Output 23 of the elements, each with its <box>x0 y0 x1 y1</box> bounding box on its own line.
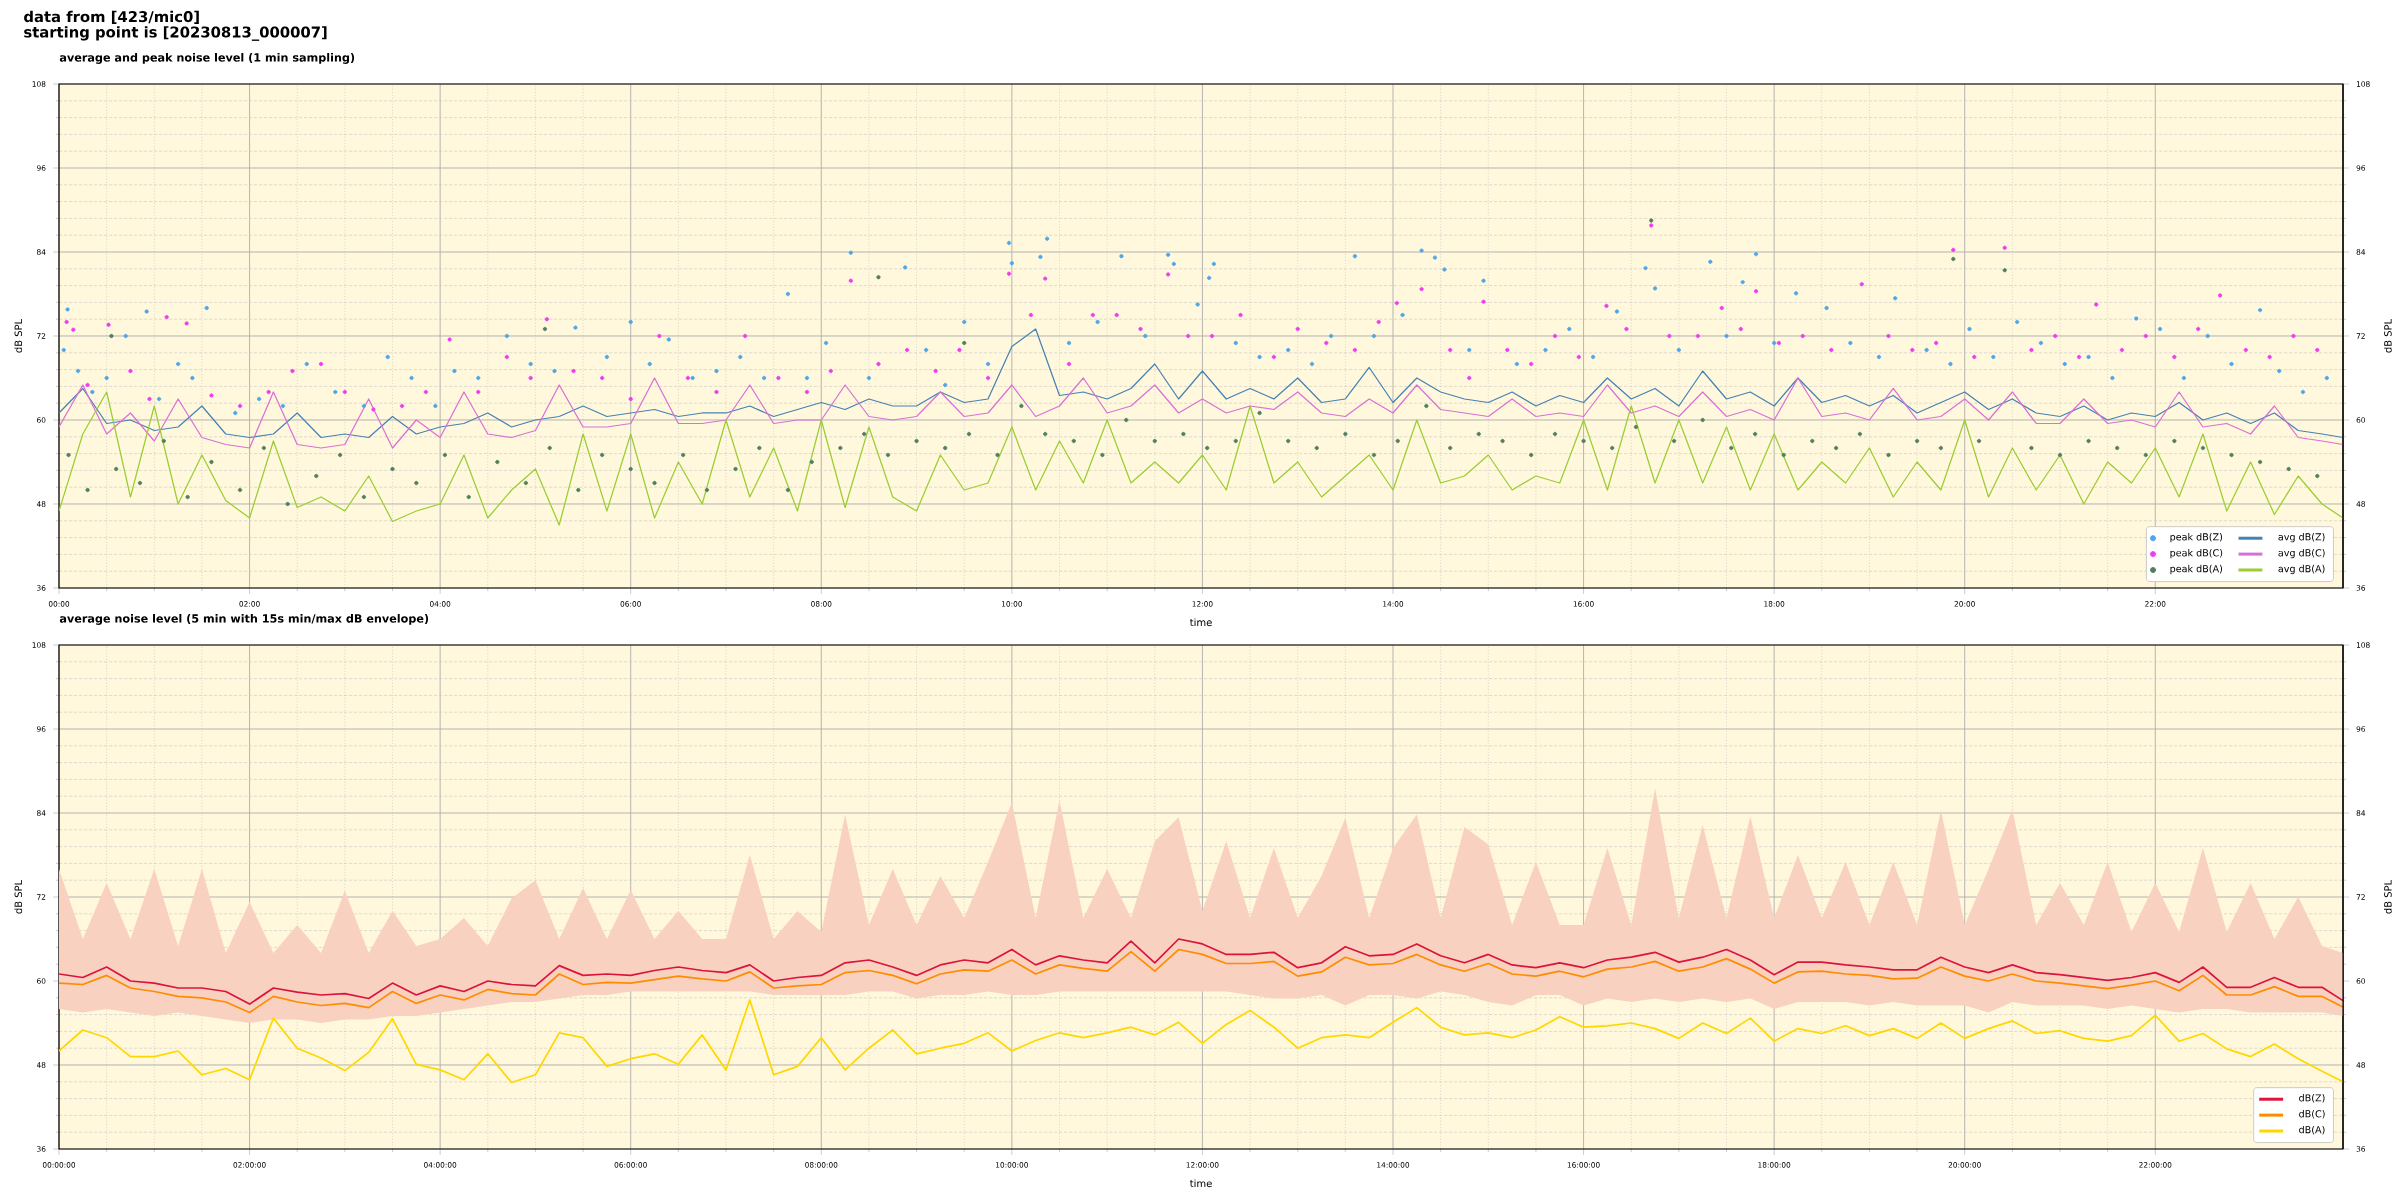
legend-label: avg dB(Z) <box>2278 533 2325 543</box>
chart-title: average and peak noise level (1 min sampling) <box>59 53 355 64</box>
legend-label: avg dB(C) <box>2278 548 2325 559</box>
y-axis-title: dB SPL <box>14 879 23 914</box>
y2-axis-title: dB SPL <box>2383 318 2392 353</box>
legend-label: avg dB(A) <box>2278 564 2325 575</box>
line-series <box>59 999 2343 1084</box>
legend-label: dB(C) <box>2299 1109 2325 1119</box>
x-axis-title: time <box>1189 1179 1212 1188</box>
text: starting point is [20230813_000007] <box>24 26 327 41</box>
line-series <box>59 391 2343 526</box>
line-series <box>59 328 2343 439</box>
text: data from [423/mic0] <box>24 10 199 24</box>
y2-axis-title: dB SPL <box>2383 879 2392 914</box>
chart-title: average noise level (5 min with 15s min/max dB envelope) <box>59 614 429 625</box>
line-series <box>59 377 2343 449</box>
legend-label: peak dB(C) <box>2170 548 2223 559</box>
legend-label: dB(A) <box>2299 1125 2325 1135</box>
legend-label: peak dB(Z) <box>2170 533 2223 543</box>
legend-label: peak dB(A) <box>2170 564 2223 575</box>
y-axis-title: dB SPL <box>14 318 23 353</box>
x-axis-title: time <box>1189 618 1212 627</box>
legend-label: dB(Z) <box>2299 1094 2325 1103</box>
